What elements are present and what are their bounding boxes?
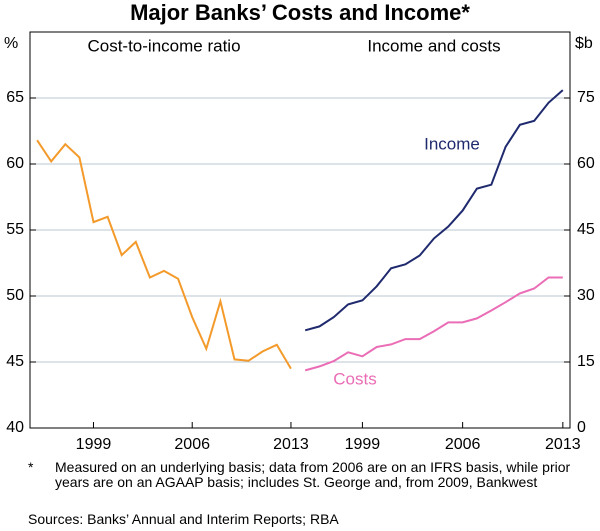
panel-title: Cost-to-income ratio: [87, 36, 240, 55]
sources: Sources: Banks’ Annual and Interim Repor…: [28, 511, 339, 527]
y-tick-label: 60: [6, 155, 24, 172]
y-tick-label: 65: [6, 89, 24, 106]
line: [304, 276, 563, 372]
series-label: Costs: [333, 369, 376, 388]
y-tick-label: 55: [6, 221, 24, 238]
footnote-marker: *: [28, 459, 34, 475]
x-tick-label: 2006: [445, 436, 481, 453]
y-tick-label: 60: [577, 155, 595, 172]
x-tick-label: 2013: [273, 436, 309, 453]
y-tick-label: 45: [577, 221, 595, 238]
series-label: Income: [424, 134, 480, 153]
y-tick-label: 45: [6, 353, 24, 370]
x-tick-label: 1999: [345, 436, 381, 453]
line: [36, 139, 292, 370]
chart: Major Banks’ Costs and Income* Cost-to-i…: [4, 0, 595, 453]
y-tick-label: 0: [577, 419, 586, 436]
y-unit: %: [4, 35, 18, 52]
panel-title: Income and costs: [367, 36, 500, 55]
y-tick-label: 40: [6, 419, 24, 436]
y-tick-label: 30: [577, 287, 595, 304]
chart-title: Major Banks’ Costs and Income*: [130, 0, 470, 25]
y-tick-label: 50: [6, 287, 24, 304]
y-tick-label: 75: [577, 89, 595, 106]
x-tick-label: 2013: [545, 436, 581, 453]
x-tick-label: 1999: [76, 436, 112, 453]
y-unit: $b: [575, 35, 593, 52]
x-tick-label: 2006: [174, 436, 210, 453]
footnote-text: Measured on an underlying basis; data fr…: [55, 459, 571, 490]
y-tick-label: 15: [577, 353, 595, 370]
line: [304, 89, 564, 332]
